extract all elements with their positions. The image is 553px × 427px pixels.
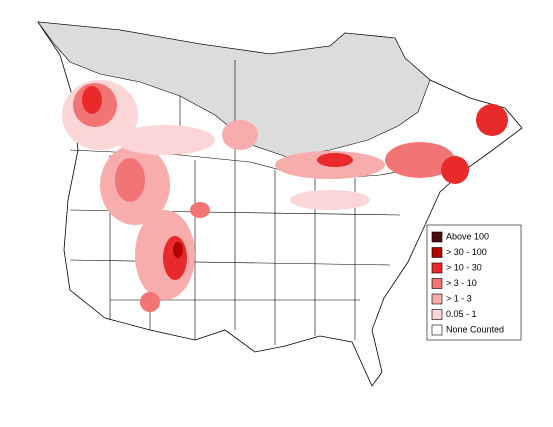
legend-swatch (431, 262, 443, 274)
abundance-area (115, 158, 145, 202)
legend-label: None Counted (446, 324, 504, 334)
legend-swatch (431, 278, 443, 289)
legend-label: > 10 - 30 (446, 262, 482, 272)
abundance-area (163, 236, 187, 280)
legend-swatch (431, 247, 443, 258)
abundance-area (140, 292, 160, 312)
legend-label: Above 100 (446, 231, 489, 241)
abundance-areas (62, 80, 508, 312)
abundance-area (173, 242, 183, 258)
abundance-area (476, 104, 508, 136)
legend: Above 100 > 30 - 100 > 10 - 30 > 3 - 10 > 1 … (426, 224, 522, 341)
legend-label: > 1 - 3 (446, 293, 472, 303)
abundance-area (385, 142, 455, 178)
legend-label: 0.05 - 1 (446, 309, 477, 319)
abundance-area (290, 190, 370, 210)
abundance-area (82, 86, 102, 114)
legend-swatch (431, 309, 443, 320)
legend-box (426, 224, 522, 341)
legend-swatch (431, 231, 443, 243)
legend-label: > 30 - 100 (446, 247, 487, 257)
legend-label: > 3 - 10 (446, 278, 477, 288)
legend-swatch (431, 324, 443, 336)
abundance-area (115, 125, 215, 155)
legend-swatch (431, 293, 443, 305)
abundance-area (222, 120, 258, 150)
abundance-area (317, 153, 353, 167)
unsurveyed-north (37, 21, 431, 159)
abundance-area (190, 202, 210, 218)
abundance-area (441, 156, 469, 184)
